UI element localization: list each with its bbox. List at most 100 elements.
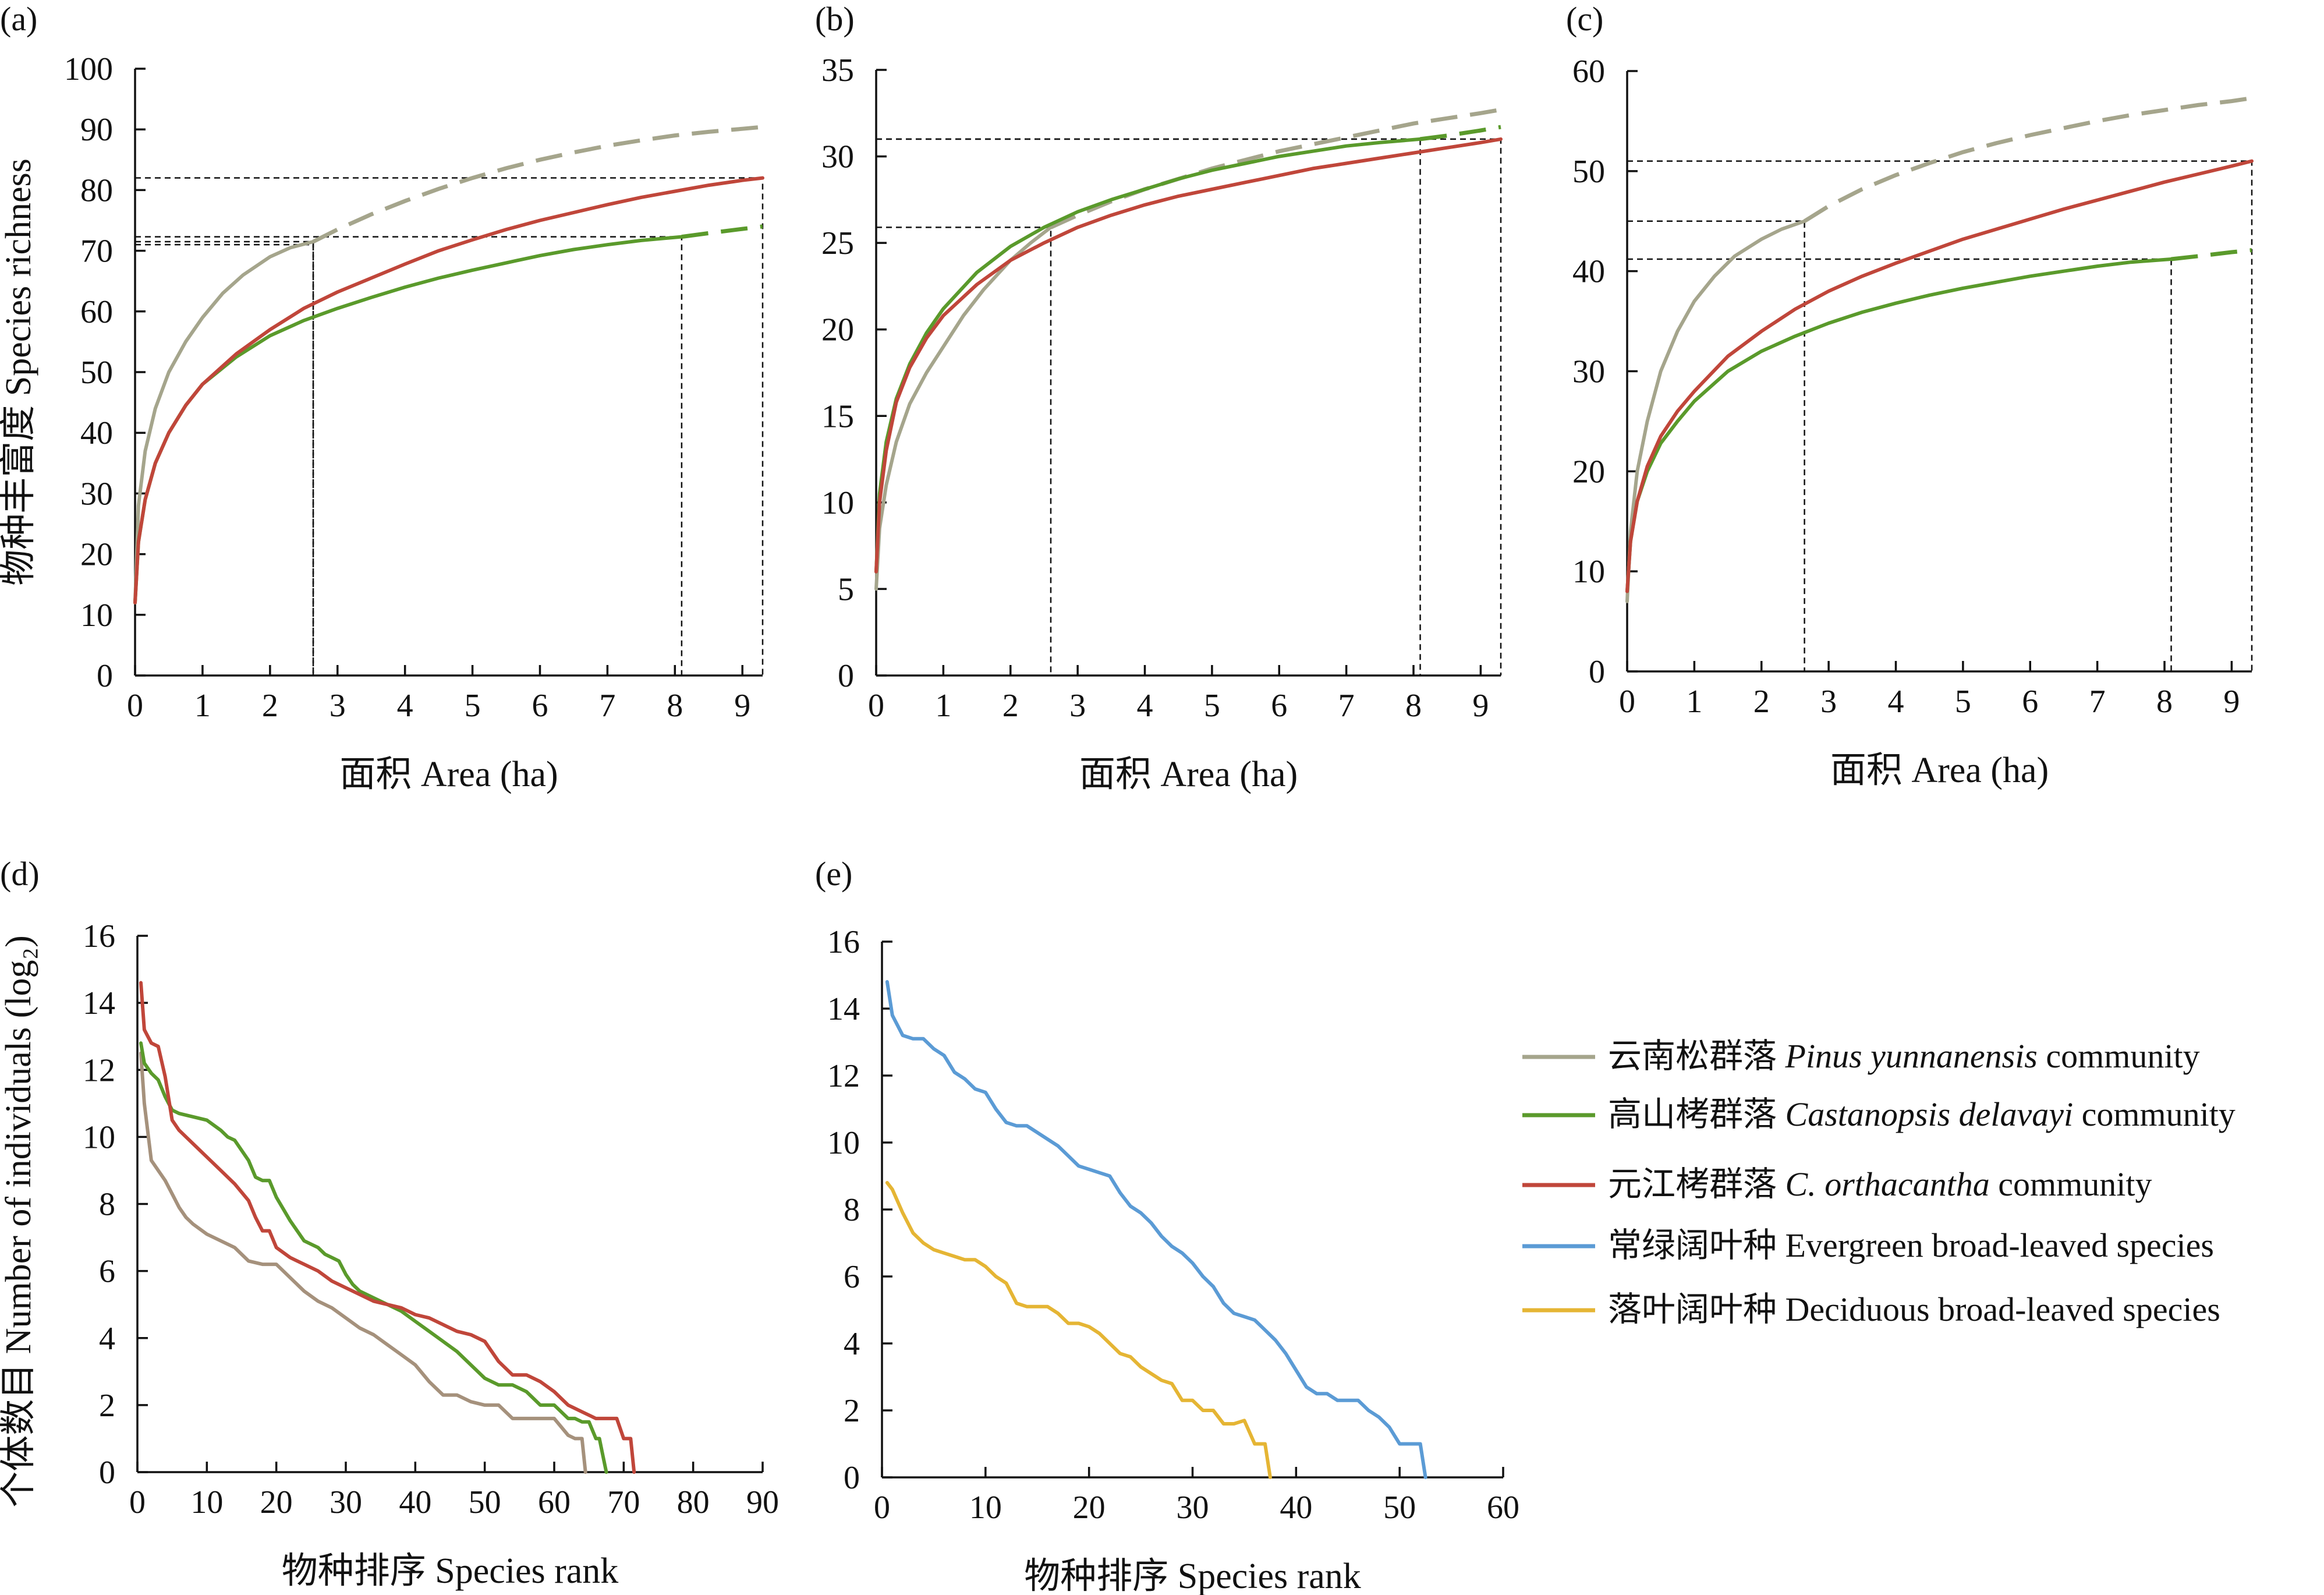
y-tick-label: 4 xyxy=(99,1321,115,1357)
series-line-orthacantha xyxy=(1625,159,2254,593)
y-tick-label: 0 xyxy=(99,1455,115,1491)
x-tick-label: 6 xyxy=(1271,688,1287,724)
legend-label: 常绿阔叶种 Evergreen broad-leaved species xyxy=(1608,1226,2214,1264)
y-tick-label: 90 xyxy=(80,112,113,148)
y-tick-label: 10 xyxy=(83,1119,115,1155)
x-tick-label: 80 xyxy=(677,1484,710,1520)
y-tick-label: 40 xyxy=(80,415,113,451)
x-tick-label: 7 xyxy=(2089,684,2106,720)
x-tick-label: 8 xyxy=(667,688,683,724)
panel-label-a: (a) xyxy=(0,0,37,38)
x-tick-label: 7 xyxy=(1338,688,1355,724)
x-tick-label: 2 xyxy=(1753,684,1770,720)
x-tick-label: 60 xyxy=(538,1484,571,1520)
series-line-castanopsis xyxy=(139,1041,608,1474)
series-line-castanopsis-extrapolated xyxy=(2171,248,2252,261)
x-tick-label: 9 xyxy=(2223,684,2240,720)
x-tick-label: 6 xyxy=(2022,684,2038,720)
reference-line xyxy=(135,241,314,676)
y-tick-label: 20 xyxy=(1572,454,1605,490)
reference-line xyxy=(1627,160,2253,671)
y-tick-label: 8 xyxy=(99,1187,115,1223)
x-tick-label: 0 xyxy=(127,688,143,724)
panel-label-b: (b) xyxy=(815,0,855,38)
chart-panel-c: (c) 0 10 20 30 40 50 60 0 1 2 3 4 5 6 7 8 9 面积 Area (ha) xyxy=(1566,0,2254,790)
x-tick-label: 1 xyxy=(194,688,211,724)
legend-label-cn: 高山栲群落 xyxy=(1608,1095,1777,1133)
legend-label-text: community xyxy=(2073,1095,2236,1133)
y-tick-label: 5 xyxy=(838,571,854,607)
series-line-castanopsis xyxy=(133,235,683,604)
legend-label-cn: 常绿阔叶种 xyxy=(1608,1226,1777,1264)
series-line-castanopsis xyxy=(1625,257,2173,593)
y-tick-label: 50 xyxy=(80,355,113,391)
series-line-castanopsis-extrapolated xyxy=(681,224,763,239)
legend-label: 云南松群落 Pinus yunnanensis community xyxy=(1608,1037,2200,1075)
y-axis-label: 个体数目 Number of individuals (log₂) xyxy=(0,935,38,1508)
series-line-orthacantha xyxy=(133,176,764,604)
x-tick-label: 9 xyxy=(1472,688,1489,724)
y-tick-label: 30 xyxy=(80,476,113,512)
x-tick-label: 30 xyxy=(330,1484,362,1520)
x-tick-label: 3 xyxy=(1069,688,1086,724)
y-tick-label: 10 xyxy=(821,485,854,521)
x-tick-label: 5 xyxy=(1204,688,1220,724)
legend-label-text: Evergreen broad-leaved species xyxy=(1785,1226,2214,1264)
x-tick-label: 4 xyxy=(397,688,413,724)
x-tick-label: 10 xyxy=(969,1490,1002,1526)
y-tick-label: 30 xyxy=(1572,354,1605,390)
y-tick-label: 12 xyxy=(827,1058,860,1094)
x-tick-label: 70 xyxy=(607,1484,640,1520)
y-tick-label: 20 xyxy=(821,312,854,348)
x-axis-label: 面积 Area (ha) xyxy=(1830,751,2049,790)
y-tick-label: 0 xyxy=(844,1460,860,1496)
x-tick-label: 0 xyxy=(868,688,884,724)
series-line-pinus xyxy=(139,1051,587,1474)
y-tick-label: 12 xyxy=(83,1052,115,1088)
x-tick-label: 8 xyxy=(2156,684,2173,720)
x-tick-label: 50 xyxy=(469,1484,501,1520)
y-tick-label: 50 xyxy=(1572,154,1605,190)
y-tick-label: 6 xyxy=(844,1259,860,1295)
legend-item-pinus: 云南松群落 Pinus yunnanensis community xyxy=(1522,1037,2200,1075)
x-tick-label: 5 xyxy=(465,688,481,724)
x-tick-label: 0 xyxy=(1619,684,1635,720)
x-tick-label: 40 xyxy=(1280,1490,1312,1526)
legend-label-text: community xyxy=(2038,1037,2200,1075)
legend-label-scientific: Castanopsis delavayi xyxy=(1785,1095,2074,1133)
y-tick-label: 15 xyxy=(821,398,854,434)
y-tick-label: 2 xyxy=(844,1393,860,1429)
legend-item-evergreen: 常绿阔叶种 Evergreen broad-leaved species xyxy=(1522,1226,2214,1264)
panel-label-e: (e) xyxy=(815,855,852,893)
x-tick-label: 0 xyxy=(129,1484,146,1520)
y-tick-label: 14 xyxy=(83,985,115,1021)
x-tick-label: 50 xyxy=(1383,1490,1416,1526)
y-tick-label: 14 xyxy=(827,991,860,1027)
x-tick-label: 3 xyxy=(330,688,346,724)
series-line-pinus-extrapolated xyxy=(1050,107,1501,229)
x-tick-label: 5 xyxy=(1955,684,1971,720)
legend-item-deciduous: 落叶阔叶种 Deciduous broad-leaved species xyxy=(1522,1290,2220,1328)
x-tick-label: 3 xyxy=(1820,684,1837,720)
chart-panel-e: (e) 0 2 4 6 8 10 12 14 16 0 10 20 30 40 50 60 物种排序 Specie… xyxy=(815,855,1519,1595)
reference-line xyxy=(876,138,1502,676)
x-tick-label: 40 xyxy=(399,1484,431,1520)
x-tick-label: 2 xyxy=(262,688,278,724)
x-tick-label: 8 xyxy=(1405,688,1422,724)
y-tick-label: 8 xyxy=(844,1192,860,1228)
reference-line xyxy=(876,138,1421,676)
x-tick-label: 1 xyxy=(1686,684,1702,720)
x-tick-label: 30 xyxy=(1177,1490,1209,1526)
reference-line xyxy=(135,243,314,676)
series-line-pinus xyxy=(1625,219,1806,603)
x-axis-label: 面积 Area (ha) xyxy=(1079,755,1298,794)
x-axis-label: 面积 Area (ha) xyxy=(339,755,558,794)
legend-label-scientific: C. orthacantha xyxy=(1785,1165,1990,1203)
x-tick-label: 4 xyxy=(1888,684,1904,720)
legend-label-text: Deciduous broad-leaved species xyxy=(1785,1290,2220,1328)
x-tick-label: 0 xyxy=(874,1490,890,1526)
y-tick-label: 100 xyxy=(64,51,113,87)
series-line-pinus-extrapolated xyxy=(312,125,763,244)
y-tick-label: 60 xyxy=(80,294,113,330)
series-line-castanopsis-extrapolated xyxy=(1420,125,1501,142)
